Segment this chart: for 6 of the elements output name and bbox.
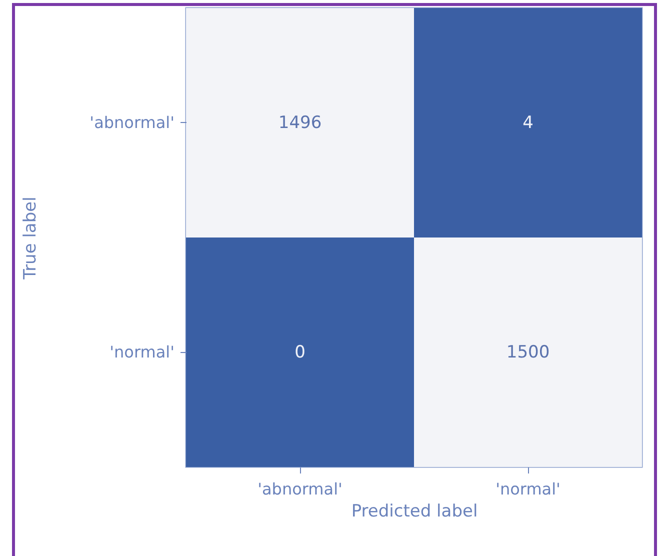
data-label: 4 [522,112,534,133]
data-label: 1500 [506,342,550,362]
x-axis-title: Predicted label [351,502,478,522]
data-label: 0 [294,342,306,362]
data-label: 1496 [278,112,322,133]
y-axis-title: True label [20,196,41,280]
